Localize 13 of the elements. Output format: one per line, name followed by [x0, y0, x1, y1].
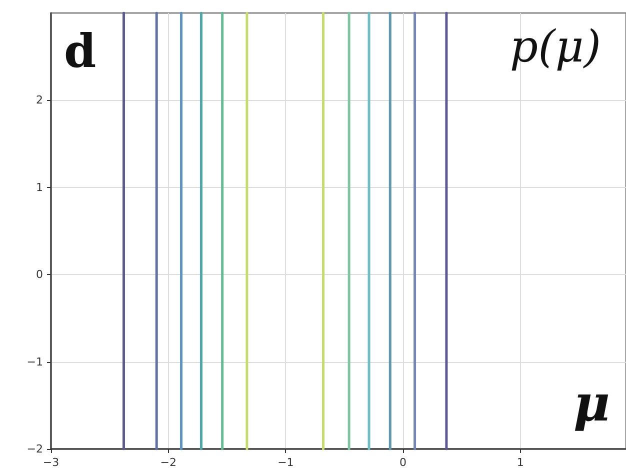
y-tick-label: −2 — [26, 442, 43, 456]
annotation: d — [64, 24, 96, 78]
chart-title: p(μ) — [510, 22, 601, 72]
y-tick-label: −1 — [26, 355, 43, 368]
x-tick-label: −1 — [278, 456, 294, 469]
y-tick-label: 0 — [36, 268, 43, 282]
x-tick-label: 0 — [400, 456, 407, 469]
y-tick-label: 2 — [36, 94, 43, 107]
x-tick-label: −2 — [160, 456, 176, 469]
x-axis-title: μ — [573, 374, 610, 432]
x-tick-label: −3 — [42, 456, 60, 469]
y-tick-label: 1 — [36, 180, 43, 194]
x-tick-label: 1 — [516, 456, 524, 469]
